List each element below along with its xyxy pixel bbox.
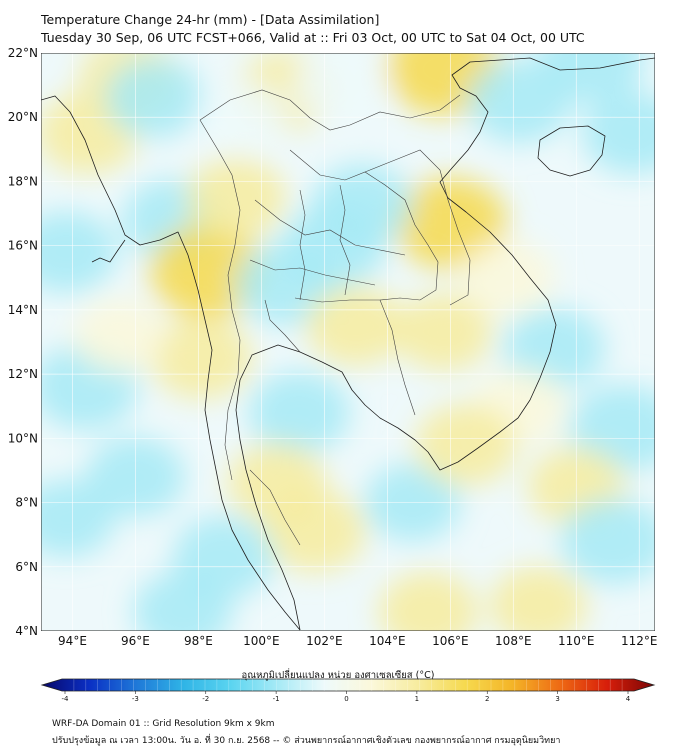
field-anomaly (459, 239, 555, 316)
lat-tick-label: 8°N (15, 496, 38, 510)
colorbar-tick-label: 0 (344, 695, 348, 703)
colorbar-tick-label: -3 (132, 695, 139, 703)
province-borders (199, 89, 471, 546)
lat-tick-label: 16°N (8, 239, 38, 253)
field-anomaly (490, 566, 587, 631)
field-anomaly (378, 571, 478, 631)
lat-tick-label: 6°N (15, 560, 38, 574)
lon-tick-label: 100°E (243, 634, 280, 648)
colorbar-tick-label: -2 (202, 695, 209, 703)
lat-tick-label: 18°N (8, 174, 38, 188)
field-anomaly (292, 53, 388, 124)
field-anomaly (186, 157, 286, 238)
field-anomaly (503, 307, 606, 390)
map-subtitle: Tuesday 30 Sep, 06 UTC FCST+066, Valid a… (41, 30, 585, 45)
field-anomaly (264, 490, 366, 573)
field-anomaly (395, 293, 493, 372)
coastline-andaman (91, 239, 126, 263)
colorbar-tick-label: 3 (555, 695, 559, 703)
lon-tick-label: 110°E (558, 634, 595, 648)
coastline-hainan (537, 125, 606, 177)
field-anomaly (582, 92, 655, 175)
colorbar-title: อุณหภูมิเปลี่ยนแปลง หน่วย องศาเซลเซียส (… (241, 670, 435, 681)
field-anomaly (538, 53, 646, 103)
map-title: Temperature Change 24-hr (mm) - [Data As… (41, 12, 380, 27)
field-anomaly (415, 403, 517, 486)
colorbar-segments (73, 679, 623, 691)
coastline-mainland (41, 95, 301, 631)
border-myanmar-thailand (199, 119, 241, 481)
field-anomaly (306, 285, 406, 366)
lat-tick-label: 12°N (8, 367, 38, 381)
field-anomaly (150, 317, 253, 400)
lat-tick-label: 22°N (8, 46, 38, 60)
lon-tick-label: 112°E (621, 634, 658, 648)
colorbar-tick-label: 2 (485, 695, 489, 703)
lon-tick-label: 106°E (432, 634, 469, 648)
colorbar: -4 -3 -2 -1 0 1 2 3 4 (40, 678, 656, 703)
coastline-gulf-of-thailand (235, 57, 655, 631)
colorbar-ticks: -4 -3 -2 -1 0 1 2 3 4 (62, 691, 631, 703)
field-anomaly (41, 479, 115, 558)
lon-tick-label: 96°E (121, 634, 150, 648)
border-interior-3 (264, 299, 301, 353)
lon-tick-label: 94°E (58, 634, 87, 648)
lon-tick-label: 108°E (495, 634, 532, 648)
field-anomaly (560, 498, 655, 585)
coastlines (41, 57, 655, 631)
lon-tick-label: 104°E (369, 634, 406, 648)
lat-tick-label: 14°N (8, 303, 38, 317)
field-anomaly (248, 371, 350, 454)
footer-credit: ปรับปรุงข้อมูล ณ เวลา 13:00น. วัน อ. ที่… (52, 736, 561, 746)
colorbar-tick-label: 1 (415, 695, 419, 703)
border-cambodia-vietnam (379, 299, 416, 416)
field-anomaly (172, 516, 275, 599)
border-interior-4 (299, 189, 306, 301)
field-anomaly (104, 57, 204, 138)
field-anomaly (149, 224, 266, 319)
border-china (199, 89, 461, 131)
lon-tick-label: 98°E (184, 634, 213, 648)
latitude-labels: 22°N 20°N 18°N 16°N 14°N 12°N 10°N 8°N 6°N 4°N (8, 46, 38, 638)
colorbar-tick-label: -4 (62, 695, 70, 703)
graticule (41, 53, 655, 631)
colorbar-tick-label: -1 (273, 695, 280, 703)
border-thailand-laos (289, 149, 439, 303)
field-anomaly (312, 163, 412, 244)
lat-tick-label: 10°N (8, 431, 38, 445)
field-anomaly (73, 298, 166, 373)
temperature-change-map: 22°N 20°N 18°N 16°N 14°N 12°N 10°N 8°N 6°N 4°N 94… (8, 46, 658, 703)
border-interior-5 (339, 184, 351, 296)
longitude-labels: 94°E 96°E 98°E 100°E 102°E 104°E 106°E 108°E 110… (58, 634, 657, 648)
footer-domain-info: WRF-DA Domain 01 :: Grid Resolution 9km … (52, 719, 275, 729)
colorbar-tick-label: 4 (626, 695, 631, 703)
border-interior-2 (249, 259, 376, 286)
lat-tick-label: 4°N (15, 624, 38, 638)
border-laos-vietnam (364, 149, 471, 306)
lat-tick-label: 20°N (8, 110, 38, 124)
field-anomaly (41, 211, 117, 294)
border-interior-6 (249, 469, 301, 546)
lon-tick-label: 102°E (306, 634, 343, 648)
border-interior-1 (254, 199, 406, 256)
